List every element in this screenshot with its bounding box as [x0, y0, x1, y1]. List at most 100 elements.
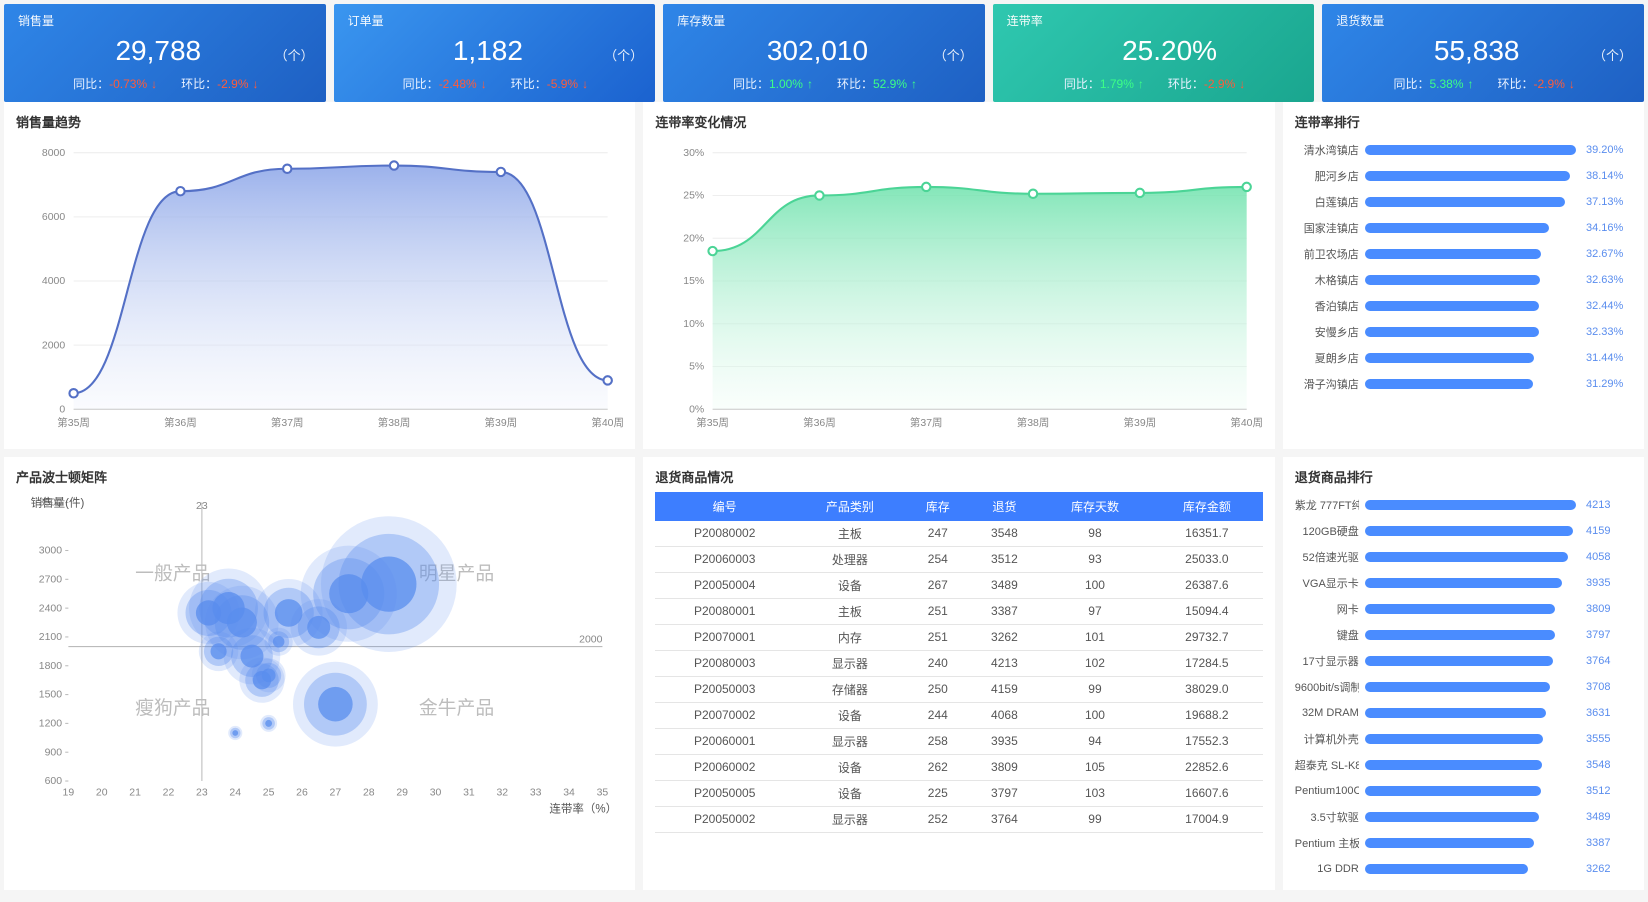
rank-value: 3387 — [1586, 837, 1632, 849]
rank-row: 肥河乡店38.14% — [1295, 163, 1632, 189]
table-row: P20080003显示器240421310217284.5 — [655, 650, 1262, 676]
kpi-card-2: 库存数量302,010（个）同比：1.00%环比：52.9% — [663, 4, 985, 102]
rank-value: 4159 — [1586, 525, 1632, 537]
svg-text:2700: 2700 — [39, 574, 62, 585]
rank-label: 网卡 — [1295, 601, 1359, 617]
rank-label: 白莲镇店 — [1295, 194, 1359, 210]
rank-row: 1G DDR3262 — [1295, 856, 1632, 882]
rank-row: 紫龙 777FT纯平显示器4213 — [1295, 492, 1632, 518]
svg-text:2400: 2400 — [39, 603, 62, 614]
return-rank-list: 紫龙 777FT纯平显示器4213120GB硬盘415952倍速光驱4058VG… — [1295, 492, 1632, 882]
svg-text:33: 33 — [530, 787, 542, 798]
table-header: 退货 — [970, 492, 1039, 521]
svg-text:3000: 3000 — [39, 545, 62, 556]
svg-text:0%: 0% — [689, 404, 704, 415]
rank-value: 3764 — [1586, 655, 1632, 667]
svg-text:2000: 2000 — [42, 340, 65, 351]
rank-label: 键盘 — [1295, 627, 1359, 643]
kpi-card-4: 退货数量55,838（个）同比：5.38%环比：-2.9% — [1322, 4, 1644, 102]
rank-label: Pentium 主板 — [1295, 835, 1359, 851]
svg-text:第39周: 第39周 — [1124, 416, 1157, 429]
svg-text:15%: 15% — [684, 276, 705, 287]
table-row: P20050004设备267348910026387.6 — [655, 572, 1262, 598]
svg-text:27: 27 — [330, 787, 342, 798]
rank-label: 清水湾镇店 — [1295, 142, 1359, 158]
svg-text:20%: 20% — [684, 233, 705, 244]
svg-text:30: 30 — [430, 787, 442, 798]
table-header: 库存天数 — [1039, 492, 1151, 521]
kpi-card-3: 连带率25.20%同比：1.79%环比：-2.9% — [993, 4, 1315, 102]
svg-text:1500: 1500 — [39, 689, 62, 700]
kpi-mom: -5.9% — [547, 77, 588, 91]
rank-label: 超泰克 SL-K8AN-RL — [1295, 757, 1359, 773]
svg-text:瘦狗产品: 瘦狗产品 — [135, 696, 210, 717]
sales-trend-chart: 02000400060008000第35周第36周第37周第38周第39周第40… — [16, 137, 623, 441]
rank-value: 32.44% — [1586, 300, 1632, 312]
table-header: 库存金额 — [1151, 492, 1263, 521]
kpi-title: 订单量 — [348, 12, 644, 29]
return-table-panel: 退货商品情况 编号产品类别库存退货库存天数库存金额P20080002主板2473… — [643, 457, 1274, 890]
rank-label: 17寸显示器 — [1295, 653, 1359, 669]
svg-text:第37周: 第37周 — [910, 416, 943, 429]
svg-text:22: 22 — [163, 787, 175, 798]
kpi-value: 302,010 — [707, 35, 928, 67]
table-row: P20070002设备244406810019688.2 — [655, 702, 1262, 728]
svg-text:0: 0 — [59, 404, 65, 415]
kpi-yoy: 1.00% — [769, 77, 813, 91]
rank-value: 3548 — [1586, 759, 1632, 771]
svg-text:第36周: 第36周 — [164, 416, 197, 429]
rank-row: 3.5寸软驱3489 — [1295, 804, 1632, 830]
rank-value: 3935 — [1586, 577, 1632, 589]
kpi-unit: （个） — [604, 45, 643, 64]
rank-row: 键盘 3797 — [1295, 622, 1632, 648]
rank-label: 3.5寸软驱 — [1295, 809, 1359, 825]
kpi-mom: -2.9% — [1534, 77, 1575, 91]
svg-text:第40周: 第40周 — [591, 416, 623, 429]
kpi-yoy: -2.48% — [439, 77, 487, 91]
rank-value: 3631 — [1586, 707, 1632, 719]
rank-value: 34.16% — [1586, 222, 1632, 234]
rank-value: 32.33% — [1586, 326, 1632, 338]
rank-label: 紫龙 777FT纯平显示器 — [1295, 497, 1359, 513]
rank-label: 木格镇店 — [1295, 272, 1359, 288]
svg-text:34: 34 — [563, 787, 575, 798]
rank-label: 夏朗乡店 — [1295, 350, 1359, 366]
return-table-title: 退货商品情况 — [655, 467, 1262, 486]
rank-row: 网卡 3809 — [1295, 596, 1632, 622]
table-row: P20050002显示器25237649917004.9 — [655, 806, 1262, 832]
rank-row: 计算机外壳3555 — [1295, 726, 1632, 752]
svg-text:第35周: 第35周 — [697, 416, 730, 429]
attach-rank-title: 连带率排行 — [1295, 112, 1632, 131]
return-table: 编号产品类别库存退货库存天数库存金额P20080002主板24735489816… — [655, 492, 1262, 833]
rank-row: 木格镇店32.63% — [1295, 267, 1632, 293]
svg-text:900: 900 — [45, 747, 63, 758]
kpi-mom: -2.9% — [217, 77, 258, 91]
svg-text:24: 24 — [229, 787, 241, 798]
rank-row: 9600bit/s调制解调3708 — [1295, 674, 1632, 700]
svg-text:31: 31 — [463, 787, 475, 798]
svg-text:2100: 2100 — [39, 632, 62, 643]
rank-label: 滑子沟镇店 — [1295, 376, 1359, 392]
rank-label: 安慢乡店 — [1295, 324, 1359, 340]
svg-text:第40周: 第40周 — [1231, 416, 1263, 429]
rank-label: VGA显示卡 — [1295, 575, 1359, 591]
svg-text:4000: 4000 — [42, 276, 65, 287]
rank-label: 1G DDR — [1295, 863, 1359, 875]
table-header: 库存 — [906, 492, 970, 521]
rank-value: 3797 — [1586, 629, 1632, 641]
rank-row: 白莲镇店37.13% — [1295, 189, 1632, 215]
rank-row: 安慢乡店 32.33% — [1295, 319, 1632, 345]
boston-panel: 产品波士顿矩阵 60090012001500180021002400270030… — [4, 457, 635, 890]
svg-text:第35周: 第35周 — [57, 416, 90, 429]
rank-row: 夏朗乡店31.44% — [1295, 345, 1632, 371]
svg-text:1200: 1200 — [39, 718, 62, 729]
rank-value: 3809 — [1586, 603, 1632, 615]
rank-row: 32M DRAM3631 — [1295, 700, 1632, 726]
rank-row: 香泊镇店32.44% — [1295, 293, 1632, 319]
rank-label: Pentium100CPU — [1295, 785, 1359, 797]
svg-text:32: 32 — [496, 787, 508, 798]
attach-trend-chart: 0%5%10%15%20%25%30%第35周第36周第37周第38周第39周第… — [655, 137, 1262, 441]
rank-row: 120GB硬盘4159 — [1295, 518, 1632, 544]
svg-text:1800: 1800 — [39, 661, 62, 672]
table-header: 编号 — [655, 492, 794, 521]
